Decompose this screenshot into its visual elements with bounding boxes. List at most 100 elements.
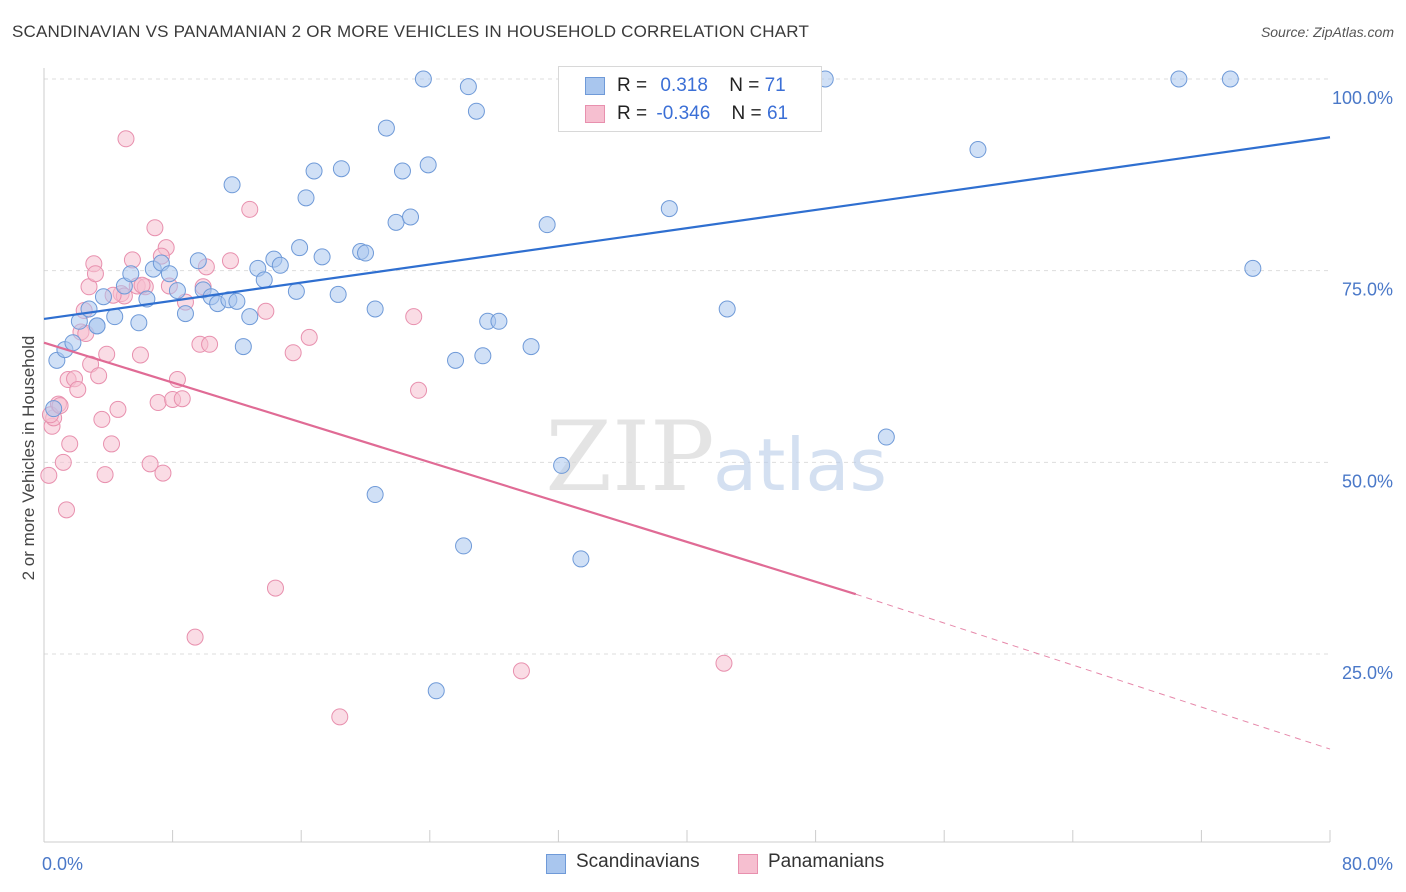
scandinavian-point bbox=[490, 312, 508, 330]
panamanian-point bbox=[284, 344, 302, 362]
legend-r-label: R = bbox=[617, 103, 648, 124]
legend-n-label: N = bbox=[731, 103, 762, 124]
scandinavian-point bbox=[969, 141, 987, 159]
legend-n-value: 71 bbox=[764, 75, 786, 96]
scandinavian-point bbox=[1170, 70, 1188, 88]
scandinavian-point bbox=[332, 160, 350, 178]
scandinavian-point bbox=[718, 300, 736, 318]
panamanian-point bbox=[93, 410, 111, 428]
y-tick-label: 75.0% bbox=[1342, 280, 1393, 300]
scandinavian-point bbox=[255, 271, 273, 289]
legend-label: Panamanians bbox=[768, 851, 885, 872]
legend-swatch-blue bbox=[546, 854, 566, 874]
panamanian-point bbox=[300, 328, 318, 346]
scandinavian-point bbox=[291, 239, 309, 257]
scandinavian-point bbox=[366, 486, 384, 504]
scandinavian-point bbox=[1244, 259, 1262, 277]
panamanian-point bbox=[331, 708, 349, 726]
correlation-legend: R = 0.318 N = 71 R = -0.346 N = 61 bbox=[558, 66, 822, 132]
chart-title: SCANDINAVIAN VS PANAMANIAN 2 OR MORE VEH… bbox=[12, 22, 810, 41]
scandinavian-point bbox=[130, 314, 148, 332]
scandinavian-point bbox=[522, 338, 540, 356]
legend-r-label: R = bbox=[617, 75, 648, 96]
scandinavian-point bbox=[305, 162, 323, 180]
scandinavian-point bbox=[572, 550, 590, 568]
scandinavian-point bbox=[313, 248, 331, 266]
scandinavian-point bbox=[106, 308, 124, 326]
panamanian-point bbox=[715, 654, 733, 672]
x-tick-label: 80.0% bbox=[1342, 854, 1393, 874]
panamanian-point bbox=[40, 466, 58, 484]
scandinavian-point bbox=[234, 338, 252, 356]
panamanian-point bbox=[186, 628, 204, 646]
scandinavian-point bbox=[377, 119, 395, 137]
panamanians-trend-extension bbox=[855, 593, 1331, 750]
legend-swatch-blue bbox=[585, 77, 605, 95]
legend-n-value: 61 bbox=[766, 103, 789, 124]
watermark-atlas: atlas bbox=[713, 423, 887, 507]
panamanian-point bbox=[69, 381, 87, 398]
legend-label: Scandinavians bbox=[576, 851, 700, 872]
scandinavian-point bbox=[467, 102, 485, 120]
axes bbox=[43, 68, 1331, 843]
y-tick-label: 25.0% bbox=[1342, 663, 1393, 683]
panamanian-point bbox=[146, 219, 164, 237]
scandinavian-point bbox=[160, 265, 178, 283]
panamanian-point bbox=[141, 455, 159, 473]
scandinavian-point bbox=[223, 176, 241, 194]
scandinavians-trend-line bbox=[43, 136, 1331, 321]
scandinavian-point bbox=[228, 292, 246, 310]
scandinavian-point bbox=[88, 317, 106, 335]
legend-r-value: -0.346 bbox=[656, 103, 711, 124]
panamanian-point bbox=[58, 501, 76, 519]
y-tick-label: 100.0% bbox=[1332, 88, 1393, 108]
panamanian-point bbox=[149, 394, 167, 412]
scandinavians-points bbox=[45, 70, 1262, 700]
panamanian-point bbox=[90, 367, 108, 385]
panamanian-point bbox=[96, 466, 114, 484]
chart-source: Source: ZipAtlas.com bbox=[1260, 24, 1394, 40]
scandinavian-point bbox=[357, 244, 374, 262]
scandinavian-point bbox=[414, 70, 432, 88]
tick-labels: 25.0% 50.0% 75.0% 100.0% 0.0% 80.0% bbox=[42, 88, 1393, 874]
scandinavian-point bbox=[455, 537, 473, 555]
legend-text: R = 0.318 N = 71 bbox=[617, 75, 786, 97]
legend-swatch-pink bbox=[738, 854, 758, 874]
x-tick-label: 0.0% bbox=[42, 854, 83, 874]
panamanian-point bbox=[103, 435, 121, 453]
panamanian-point bbox=[257, 302, 275, 320]
scandinavian-point bbox=[1221, 70, 1239, 88]
scandinavian-point bbox=[447, 351, 465, 369]
scandinavian-point bbox=[402, 208, 420, 226]
scandinavian-point bbox=[94, 288, 112, 306]
scandinavian-point bbox=[189, 252, 207, 270]
trend-lines bbox=[43, 136, 1331, 750]
scandinavian-point bbox=[877, 428, 895, 446]
panamanian-point bbox=[54, 453, 72, 471]
watermark: ZIP atlas bbox=[545, 401, 887, 513]
panamanian-point bbox=[512, 662, 530, 680]
panamanian-point bbox=[109, 400, 127, 418]
scandinavian-point bbox=[45, 400, 63, 418]
watermark-zip: ZIP bbox=[545, 401, 714, 513]
scandinavian-point bbox=[419, 156, 437, 174]
scandinavian-point bbox=[168, 282, 186, 300]
legend-swatch-pink bbox=[585, 105, 605, 123]
panamanian-point bbox=[266, 579, 284, 597]
scandinavian-point bbox=[329, 285, 347, 303]
panamanians-trend-line bbox=[43, 341, 857, 596]
panamanian-point bbox=[86, 265, 104, 283]
panamanian-point bbox=[201, 335, 219, 353]
scandinavian-point bbox=[660, 200, 678, 218]
scandinavian-point bbox=[297, 189, 315, 207]
scandinavian-point bbox=[538, 216, 556, 234]
y-axis-title: 2 or more Vehicles in Household bbox=[19, 336, 38, 581]
scandinavian-point bbox=[427, 682, 445, 700]
panamanian-point bbox=[405, 308, 423, 326]
legend-text: R = -0.346 N = 61 bbox=[617, 103, 788, 125]
scandinavian-point bbox=[241, 308, 259, 326]
scandinavian-point bbox=[387, 213, 405, 231]
panamanian-point bbox=[173, 390, 191, 408]
scandinavian-point bbox=[553, 456, 571, 474]
